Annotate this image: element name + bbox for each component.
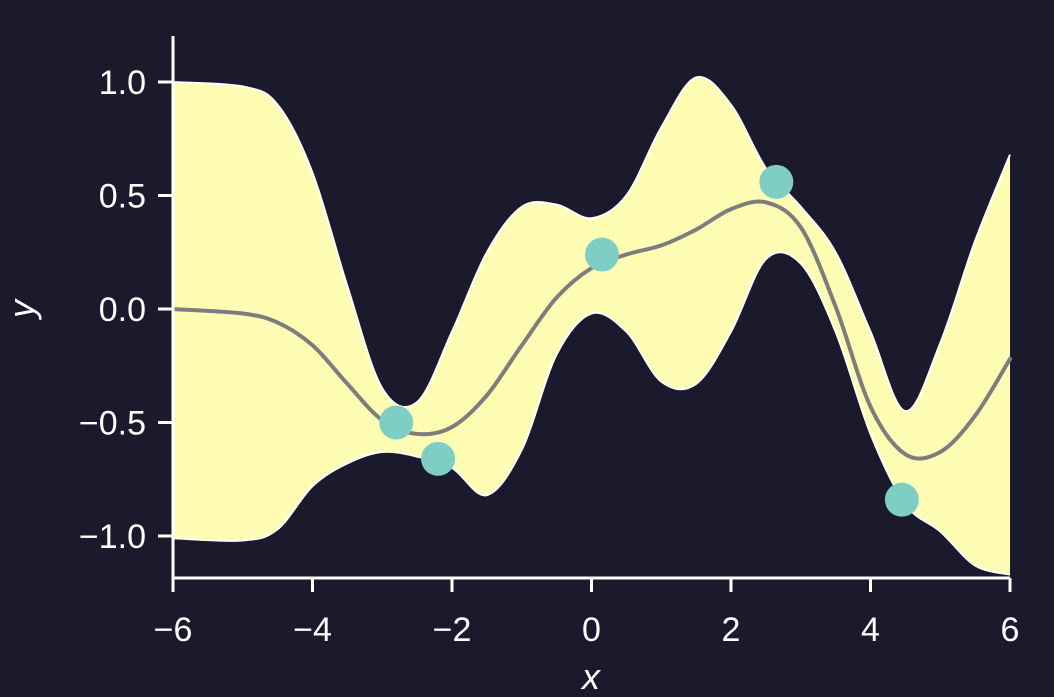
ticks: −6 −4 −2 0 2 4 6 1.0 0.5 0.0 −0.5 −1.0 [79, 64, 1020, 649]
y-tick-label: 0.0 [99, 291, 146, 329]
y-tick-label: 1.0 [99, 64, 146, 102]
x-tick-label: −2 [433, 611, 472, 649]
x-axis-label: x [580, 656, 602, 697]
x-tick-label: 2 [722, 611, 741, 649]
observation-point [421, 441, 456, 476]
x-tick-label: −4 [293, 611, 332, 649]
observation-point [759, 164, 794, 199]
observation-point [884, 482, 919, 517]
mean-line-layer [171, 199, 1012, 461]
y-tick-label: −1.0 [79, 518, 146, 556]
y-axis-label: y [1, 298, 42, 321]
x-tick-label: 6 [1001, 611, 1020, 649]
mean-line [171, 199, 1012, 461]
confidence-band-lower-edge [172, 251, 1011, 576]
x-tick-label: 4 [861, 611, 880, 649]
y-tick-label: −0.5 [79, 405, 146, 443]
confidence-band-layer [172, 75, 1011, 576]
observation-point [379, 405, 414, 440]
y-tick-label: 0.5 [99, 178, 146, 216]
confidence-band [173, 76, 1010, 575]
x-tick-label: −6 [154, 611, 193, 649]
confidence-band-upper-edge [172, 75, 1011, 413]
x-tick-label: 0 [582, 611, 601, 649]
observation-points-layer [379, 164, 919, 517]
observation-point [584, 237, 619, 272]
